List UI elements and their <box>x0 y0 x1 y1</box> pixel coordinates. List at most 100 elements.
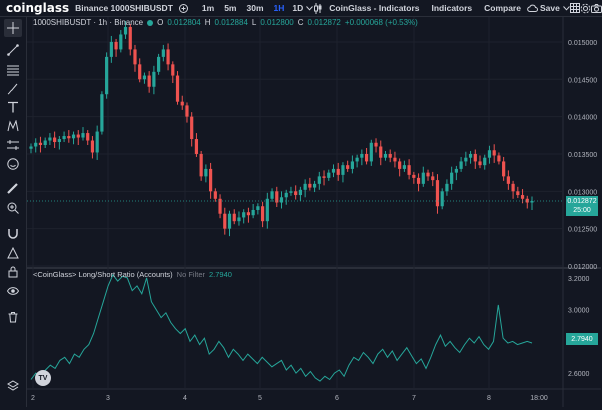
candle-body <box>521 195 524 199</box>
candle-body <box>195 139 198 154</box>
candle-body <box>497 155 500 161</box>
candle-body <box>124 27 127 34</box>
lock-drawing-icon[interactable] <box>4 244 22 262</box>
save-button[interactable]: Save <box>538 3 563 13</box>
candle-body <box>346 165 349 169</box>
candle-body <box>256 206 259 210</box>
candle-body <box>431 176 434 180</box>
candle-body <box>185 105 188 116</box>
candle-body <box>389 154 392 158</box>
trash-icon[interactable] <box>4 308 22 326</box>
layers-icon[interactable] <box>4 377 22 395</box>
candle-body <box>77 135 80 138</box>
trendline-icon[interactable] <box>4 41 22 59</box>
candle-body <box>436 180 439 206</box>
candle-body <box>162 49 165 56</box>
chevron-down-icon[interactable] <box>563 0 570 16</box>
price-tick-label: 0.015000 <box>568 40 597 47</box>
magnet-icon[interactable] <box>4 225 22 243</box>
candle-body <box>129 27 132 49</box>
tradingview-logo[interactable]: TV <box>35 370 51 386</box>
candle-body <box>384 154 387 158</box>
candle-body <box>507 176 510 183</box>
candle-body <box>483 158 486 165</box>
candle-body <box>450 173 453 184</box>
candle-body <box>412 175 415 178</box>
tf-1m[interactable]: 1m <box>188 3 219 13</box>
camera-icon[interactable] <box>591 0 602 16</box>
candle-body <box>237 217 240 221</box>
price-tick-label: 0.014500 <box>568 77 597 84</box>
candle-body <box>327 173 330 178</box>
ruler-icon[interactable] <box>4 180 22 198</box>
candle-body <box>166 49 169 64</box>
indicators-button[interactable]: Indicators <box>425 3 478 13</box>
candle-body <box>332 169 335 173</box>
layout-grid-icon[interactable] <box>570 0 580 16</box>
time-tick-label: 8 <box>487 395 491 402</box>
candle-body <box>464 158 467 162</box>
candle-body <box>445 184 448 191</box>
candle-body <box>44 141 47 145</box>
candle-body <box>322 176 325 177</box>
emoji-icon[interactable] <box>4 155 22 173</box>
chevron-down-icon[interactable] <box>306 0 313 16</box>
candle-body <box>181 102 184 106</box>
eye-icon[interactable] <box>4 282 22 300</box>
ratio-tick-label: 2.6000 <box>568 371 590 378</box>
compare-button[interactable]: Compare <box>478 3 527 13</box>
candle-body <box>58 139 61 142</box>
candle-body <box>341 165 344 175</box>
symbol-search[interactable]: Binance 1000SHIBUSDT <box>69 3 179 13</box>
tf-1d[interactable]: 1D <box>289 3 306 13</box>
candle-body <box>441 191 444 206</box>
candle-body <box>365 154 368 161</box>
candle-body <box>34 143 37 147</box>
time-tick-label: 18:00 <box>530 395 548 402</box>
candle-type-icon[interactable] <box>313 0 323 16</box>
add-symbol-icon[interactable] <box>179 0 188 16</box>
ratio-tick-label: 3.0000 <box>568 308 590 315</box>
brush-icon[interactable] <box>4 80 22 98</box>
candle-body <box>474 154 477 161</box>
candle-body <box>398 161 401 168</box>
candle-body <box>247 212 250 215</box>
candle-body <box>48 138 51 141</box>
tf-30m[interactable]: 30m <box>242 3 269 13</box>
candle-body <box>261 206 264 221</box>
ratio-value-tag: 2.7940 <box>566 333 598 345</box>
cloud-save-icon[interactable] <box>527 0 538 16</box>
candle-body <box>223 214 226 229</box>
measure-icon[interactable] <box>4 136 22 154</box>
candle-body <box>516 191 519 195</box>
zoom-in-icon[interactable] <box>4 199 22 217</box>
candle-body <box>478 161 481 165</box>
candle-body <box>313 184 316 188</box>
candle-body <box>133 49 136 64</box>
price-tick-label: 0.012500 <box>568 227 597 234</box>
lock-icon[interactable] <box>4 263 22 281</box>
crosshair-icon[interactable] <box>4 19 22 37</box>
legend-symbol: 1000SHIBUSDT · 1h · Binance <box>33 18 143 27</box>
candle-body <box>96 132 99 153</box>
candle-body <box>190 117 193 139</box>
candle-body <box>460 161 463 168</box>
candle-body <box>53 138 56 142</box>
candle-body <box>209 169 212 191</box>
candle-body <box>351 161 354 168</box>
current-price-tag: 0.012872 25:00 <box>566 196 598 216</box>
candle-body <box>138 64 141 79</box>
time-tick-label: 5 <box>258 395 262 402</box>
time-tick-label: 7 <box>412 395 416 402</box>
pattern-icon[interactable] <box>4 117 22 135</box>
price-chart[interactable]: 0.0150000.0145000.0140000.0135000.013000… <box>27 17 601 407</box>
time-tick-label: 2 <box>31 395 35 402</box>
text-icon[interactable] <box>4 98 22 116</box>
indicator-title: <CoinGlass> Long/Short Ratio (Accounts) <box>33 270 173 279</box>
coinglass-indicators-button[interactable]: CoinGlass - Indicators <box>323 3 425 13</box>
fib-icon[interactable] <box>4 61 22 79</box>
tf-5m[interactable]: 5m <box>219 3 241 13</box>
settings-gear-icon[interactable] <box>580 0 591 16</box>
tf-1h[interactable]: 1H <box>269 3 290 13</box>
